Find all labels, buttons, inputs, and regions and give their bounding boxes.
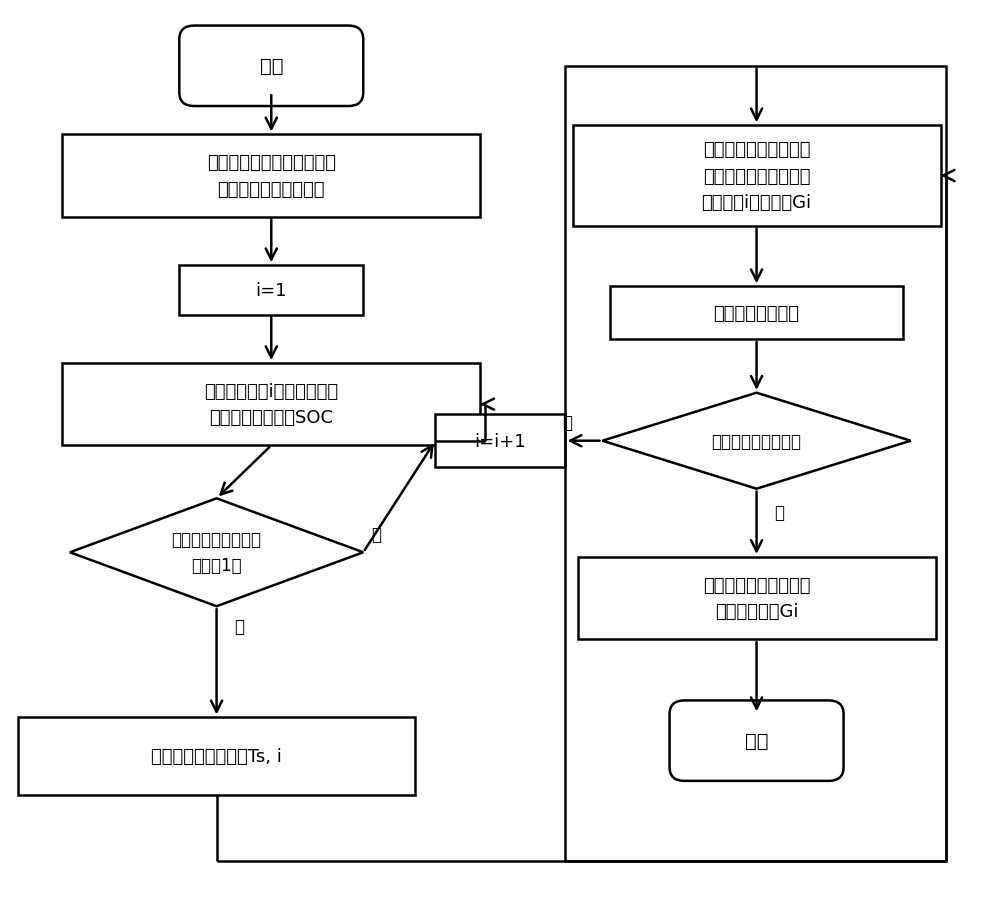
Bar xyxy=(578,557,936,640)
Text: 判断充电选择标志位
是否为1？: 判断充电选择标志位 是否为1？ xyxy=(172,530,262,575)
Text: i=i+1: i=i+1 xyxy=(474,432,526,450)
Text: 所有车辆计算完毕？: 所有车辆计算完毕？ xyxy=(712,432,802,450)
Bar xyxy=(62,135,480,218)
Text: 是: 是 xyxy=(774,503,784,521)
Text: 获取电动汽车i到达时间、停
留时长、充电起始SOC: 获取电动汽车i到达时间、停 留时长、充电起始SOC xyxy=(204,382,338,426)
Text: 叠加每台变压器下所有
车辆充电状态Gi: 叠加每台变压器下所有 车辆充电状态Gi xyxy=(703,576,810,620)
Text: 获取变压器负荷情况，
基于有序充电原则设定
电动汽车i充电状态Gi: 获取变压器负荷情况， 基于有序充电原则设定 电动汽车i充电状态Gi xyxy=(702,141,812,211)
Bar xyxy=(179,266,363,315)
Text: 初始化电动汽车出行变量，
根据到达时间先后排序: 初始化电动汽车出行变量， 根据到达时间先后排序 xyxy=(207,154,336,199)
Polygon shape xyxy=(602,393,911,489)
Text: 计算充电结束时间: 计算充电结束时间 xyxy=(714,304,800,323)
Text: 开始: 开始 xyxy=(260,57,283,76)
Text: i=1: i=1 xyxy=(256,281,287,300)
Bar xyxy=(435,414,565,468)
Polygon shape xyxy=(70,499,363,607)
Text: 否: 否 xyxy=(371,526,381,543)
FancyBboxPatch shape xyxy=(179,27,363,107)
Bar xyxy=(18,718,415,795)
Text: 计算其单向充电时长Ts, i: 计算其单向充电时长Ts, i xyxy=(151,747,282,766)
Bar xyxy=(62,364,480,446)
Text: 结束: 结束 xyxy=(745,732,768,750)
Text: 否: 否 xyxy=(563,414,573,432)
FancyBboxPatch shape xyxy=(670,700,844,781)
Bar xyxy=(565,67,946,861)
Bar xyxy=(573,126,941,227)
Text: 是: 是 xyxy=(234,618,244,636)
Bar xyxy=(610,287,903,340)
